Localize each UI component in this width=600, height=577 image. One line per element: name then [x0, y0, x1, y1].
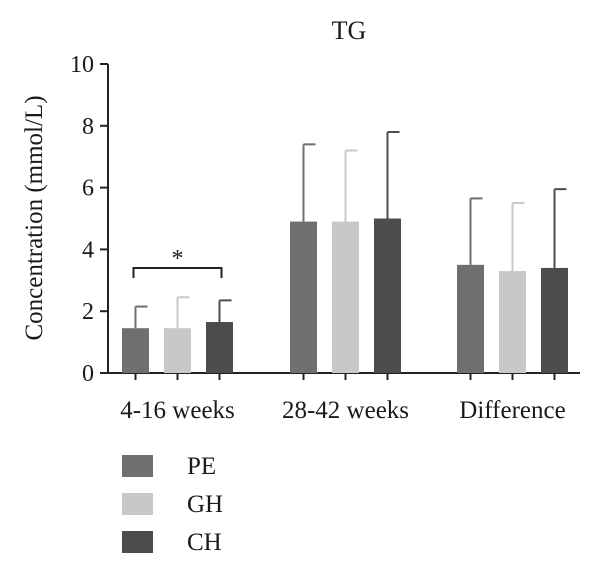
bar-ch: [374, 218, 401, 373]
x-category-label: Difference: [459, 397, 565, 424]
bar-ch: [206, 322, 233, 373]
y-tick-label: 10: [70, 52, 94, 78]
bar-gh: [499, 271, 526, 373]
y-axis-label: Concentration (mmol/L): [21, 95, 48, 340]
legend-swatch-ch: [122, 531, 153, 553]
chart-title: TG: [332, 16, 367, 45]
bar-ch: [541, 267, 568, 373]
legend-label-pe: PE: [187, 453, 216, 480]
y-tick-label: 0: [82, 361, 94, 387]
legend-label-ch: CH: [187, 529, 222, 556]
bar-pe: [122, 328, 149, 373]
legend-swatch-pe: [122, 455, 153, 477]
bar-pe: [290, 221, 317, 373]
bar-gh: [332, 221, 359, 373]
y-tick-label: 4: [82, 237, 94, 263]
legend-label-gh: GH: [187, 491, 223, 518]
significance-bracket: [132, 266, 223, 278]
y-tick-label: 8: [82, 114, 94, 140]
x-category-label: 4-16 weeks: [120, 397, 235, 424]
y-tick-label: 2: [82, 299, 94, 325]
bar-gh: [164, 328, 191, 373]
bar-pe: [457, 264, 484, 373]
y-tick-label: 6: [82, 176, 94, 202]
x-category-label: 28-42 weeks: [282, 397, 409, 424]
significance-marker: *: [172, 246, 184, 272]
legend-swatch-gh: [122, 493, 153, 515]
